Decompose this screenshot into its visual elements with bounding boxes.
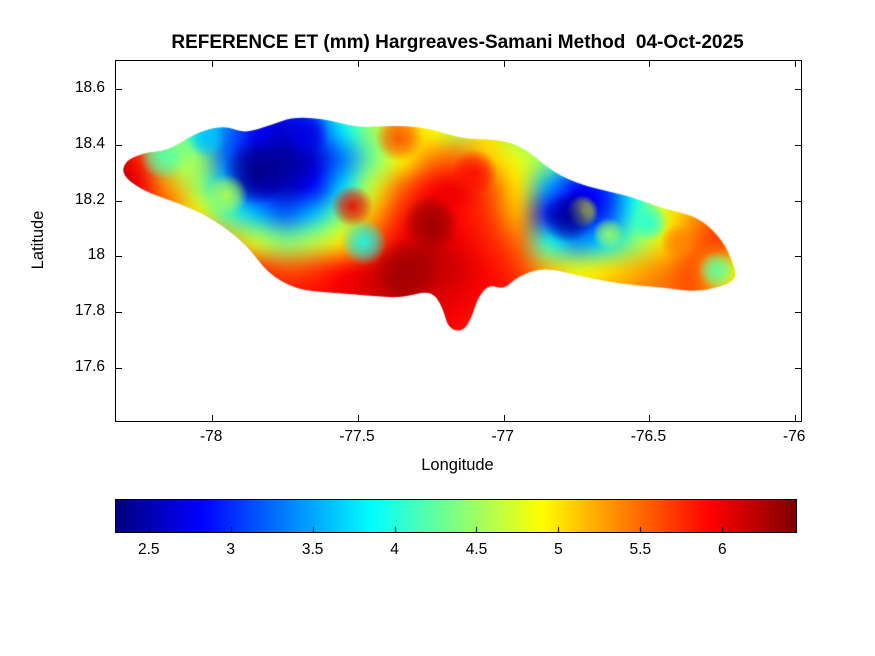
x-tick-label: -76 bbox=[782, 428, 806, 445]
colorbar-tick-label: 2.5 bbox=[137, 541, 160, 558]
y-tick-label: 17.8 bbox=[74, 302, 105, 320]
colorbar-tick-label: 3 bbox=[226, 541, 235, 558]
x-tick-label: -78 bbox=[199, 428, 223, 445]
tick-mark bbox=[503, 415, 505, 421]
colorbar-tick-label: 5.5 bbox=[629, 541, 652, 558]
colorbar bbox=[115, 499, 797, 533]
tick-mark bbox=[212, 415, 214, 421]
y-tick-label: 18.6 bbox=[74, 78, 105, 96]
tick-mark bbox=[649, 61, 651, 67]
tick-mark bbox=[795, 415, 797, 421]
tick-mark bbox=[116, 144, 122, 146]
tick-mark bbox=[116, 88, 122, 90]
tick-mark bbox=[795, 144, 801, 146]
tick-mark bbox=[649, 415, 651, 421]
tick-mark bbox=[116, 367, 122, 369]
colorbar-tick-label: 3.5 bbox=[301, 541, 324, 558]
y-tick-label: 17.6 bbox=[74, 357, 105, 375]
tick-mark bbox=[795, 61, 797, 67]
colorbar-tick-label: 6 bbox=[717, 541, 727, 558]
x-tick-label: -76.5 bbox=[630, 428, 667, 445]
plot-box bbox=[115, 60, 802, 422]
y-tick-label: 18 bbox=[87, 246, 105, 264]
map-canvas bbox=[116, 61, 801, 421]
tick-mark bbox=[357, 415, 359, 421]
colorbar-tick-label: 4.5 bbox=[465, 541, 488, 558]
tick-mark bbox=[116, 200, 122, 202]
tick-mark bbox=[503, 61, 505, 67]
tick-mark bbox=[116, 312, 122, 314]
colorbar-tick-label: 5 bbox=[554, 541, 563, 558]
tick-mark bbox=[795, 367, 801, 369]
tick-mark bbox=[795, 88, 801, 90]
x-axis-label: Longitude bbox=[421, 456, 494, 474]
tick-mark bbox=[116, 256, 122, 258]
colorbar-canvas bbox=[116, 500, 796, 532]
x-tick-label: -77.5 bbox=[339, 428, 375, 445]
tick-mark bbox=[795, 256, 801, 258]
y-axis-label: Latitude bbox=[29, 210, 47, 270]
tick-mark bbox=[795, 312, 801, 314]
tick-mark bbox=[357, 61, 359, 67]
y-tick-label: 18.2 bbox=[74, 190, 105, 208]
tick-mark bbox=[795, 200, 801, 202]
x-tick-label: -77 bbox=[491, 428, 514, 445]
colorbar-tick-label: 4 bbox=[390, 541, 399, 558]
y-tick-label: 18.4 bbox=[74, 134, 105, 152]
plot-title: REFERENCE ET (mm) Hargreaves-Samani Meth… bbox=[171, 32, 744, 53]
tick-mark bbox=[212, 61, 214, 67]
